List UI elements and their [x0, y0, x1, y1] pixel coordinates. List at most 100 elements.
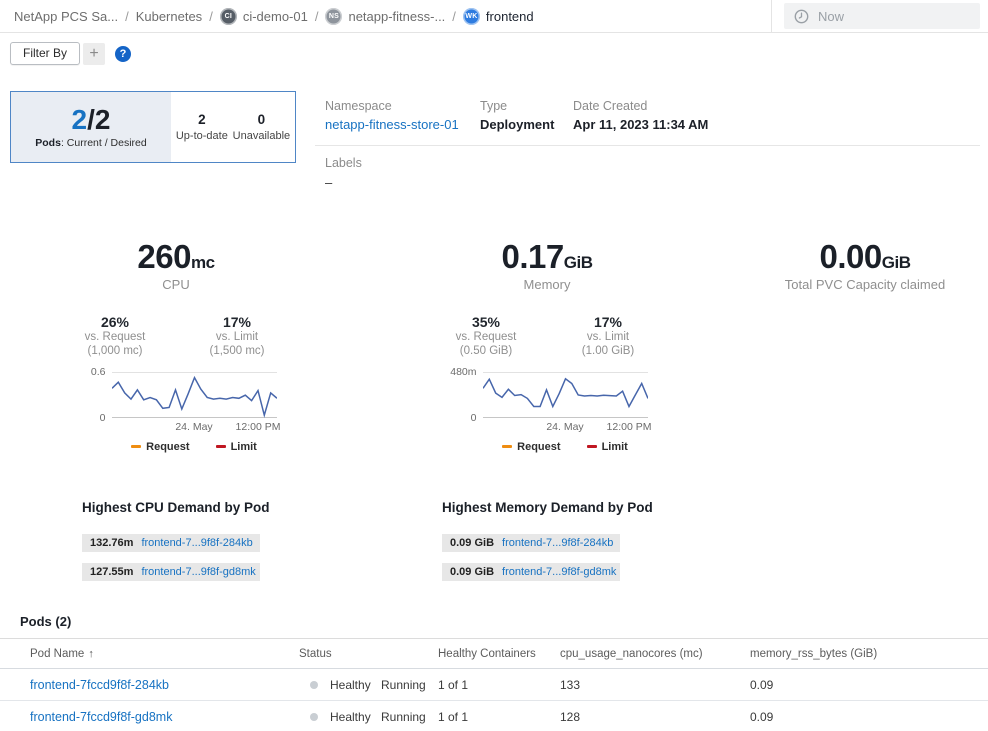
breadcrumb-tenant[interactable]: NetApp PCS Sa... [14, 8, 119, 24]
time-range-selector[interactable]: Now [784, 3, 980, 29]
memory-rss-value: 0.09 [750, 677, 774, 692]
memory-name: Memory [523, 277, 571, 292]
highest-cpu-title: Highest CPU Demand by Pod [82, 500, 270, 515]
memory-demand-bar: 0.09 GiB frontend-7...9f8f-284kb [442, 534, 620, 552]
breadcrumb-kubernetes[interactable]: Kubernetes [135, 8, 203, 24]
breadcrumb-separator: / [125, 8, 129, 24]
request-legend-swatch [131, 445, 142, 449]
labels-label: Labels [325, 156, 362, 170]
breadcrumb-cluster[interactable]: ci-demo-01 [242, 8, 308, 24]
column-header-status[interactable]: Status [299, 647, 332, 660]
memory-xtick-2: 12:00 PM [606, 420, 652, 433]
sort-ascending-icon: ↑ [88, 647, 94, 660]
limit-legend-swatch [586, 445, 597, 449]
memory-ytick-min: 0 [470, 411, 477, 424]
pods-summary-card[interactable]: 2/2 Pods: Current / Desired 2 Up-to-date… [10, 91, 296, 163]
pod-link[interactable]: frontend-7...9f8f-gd8mk [502, 566, 617, 578]
unavailable-label: Unavailable [232, 130, 291, 142]
cpu-usage-line [111, 371, 277, 418]
cpu-value: 260mc [137, 238, 215, 275]
pod-health: Healthy [330, 677, 371, 692]
column-header-cpu-usage[interactable]: cpu_usage_nanocores (mc) [560, 647, 703, 660]
cpu-usage-value: 128 [560, 709, 581, 724]
memory-ytick-max: 480m [450, 365, 477, 378]
pvc-unit: GiB [881, 253, 911, 272]
workload-icon: WK [462, 7, 480, 25]
cpu-legend: Request Limit [112, 441, 277, 453]
breadcrumb: NetApp PCS Sa... / Kubernetes / CI ci-de… [14, 7, 771, 25]
memory-value: 0.17GiB [501, 238, 593, 275]
pods-ratio-caption: Pods: Current / Desired [35, 136, 147, 149]
demand-row: Highest CPU Demand by Pod 132.76m fronte… [0, 500, 988, 581]
details-panel: Namespace netapp-fitness-store-01 Type D… [315, 99, 980, 190]
namespace-link[interactable]: netapp-fitness-store-01 [325, 117, 459, 132]
cpu-xtick-2: 12:00 PM [235, 420, 281, 433]
cpu-metric: 260mc CPU 26% vs. Request (1,000 mc) 17%… [0, 240, 352, 453]
request-legend-label[interactable]: Request [146, 440, 190, 453]
pod-state: Running [381, 709, 426, 724]
help-icon[interactable]: ? [115, 45, 132, 62]
limit-legend-label[interactable]: Limit [601, 440, 628, 453]
pods-counts-panel: 2 Up-to-date 0 Unavailable [171, 92, 295, 162]
up-to-date-stat: 2 Up-to-date [176, 112, 228, 142]
namespace-label: Namespace [325, 99, 392, 113]
pods-current: 2 [71, 103, 88, 135]
clock-icon [794, 9, 809, 23]
labels-field: Labels – [315, 156, 980, 190]
pod-name-link[interactable]: frontend-7fccd9f8f-284kb [30, 677, 169, 692]
highest-memory-title: Highest Memory Demand by Pod [442, 500, 653, 515]
pvc-value: 0.00GiB [819, 238, 911, 275]
pvc-metric: 0.00GiB Total PVC Capacity claimed [742, 240, 988, 453]
pod-link[interactable]: frontend-7...9f8f-284kb [502, 537, 614, 549]
limit-legend-label[interactable]: Limit [230, 440, 257, 453]
cpu-usage-value: 133 [560, 677, 581, 692]
breadcrumb-separator: / [452, 8, 456, 24]
pvc-name: Total PVC Capacity claimed [784, 277, 946, 292]
table-row: frontend-7fccd9f8f-284kb Healthy Running… [0, 669, 988, 701]
cpu-ytick-min: 0 [99, 411, 106, 424]
pods-table-title: Pods (2) [20, 614, 72, 629]
request-legend-swatch [502, 445, 513, 449]
column-header-pod-name[interactable]: Pod Name ↑ [30, 647, 94, 660]
cpu-xtick-1: 24. May [175, 420, 213, 433]
pods-table: Pods (2) Pod Name ↑ Status Healthy Contai… [0, 605, 988, 731]
breadcrumb-namespace[interactable]: netapp-fitness-... [348, 8, 446, 24]
pods-ratio: 2/2 [71, 103, 111, 135]
cpu-chart: 0.6 0 24. May 12:00 PM Request Limit [76, 366, 281, 453]
pod-link[interactable]: frontend-7...9f8f-gd8mk [141, 566, 256, 578]
highest-cpu-demand: Highest CPU Demand by Pod 132.76m fronte… [82, 500, 362, 581]
cpu-demand-bar: 132.76m frontend-7...9f8f-284kb [82, 534, 260, 552]
memory-demand-bar: 0.09 GiB frontend-7...9f8f-gd8mk [442, 563, 620, 581]
cpu-demand-bar: 127.55m frontend-7...9f8f-gd8mk [82, 563, 260, 581]
healthy-containers-value: 1 of 1 [438, 677, 469, 692]
cluster-icon: CI [219, 7, 237, 25]
memory-usage-line [482, 371, 648, 418]
date-created-field: Date Created Apr 11, 2023 11:34 AM [573, 99, 980, 132]
table-divider [0, 638, 988, 639]
pod-name-link[interactable]: frontend-7fccd9f8f-gd8mk [30, 709, 173, 724]
pod-link[interactable]: frontend-7...9f8f-284kb [141, 537, 253, 549]
pod-health: Healthy [330, 709, 371, 724]
memory-vs-limit: 17% vs. Limit (1.00 GiB) [581, 314, 635, 358]
memory-chart: 480m 0 24. May 12:00 PM Request Limit [447, 366, 651, 453]
up-to-date-value: 2 [198, 112, 206, 127]
namespace-icon: NS [325, 7, 343, 25]
metrics-row: 260mc CPU 26% vs. Request (1,000 mc) 17%… [0, 240, 988, 453]
limit-legend-swatch [215, 445, 226, 449]
add-filter-button[interactable]: + [83, 42, 106, 65]
column-header-healthy-containers[interactable]: Healthy Containers [438, 647, 536, 660]
column-header-memory-rss[interactable]: memory_rss_bytes (GiB) [750, 647, 878, 660]
memory-unit: GiB [563, 253, 593, 272]
memory-vs-request: 35% vs. Request (0.50 GiB) [455, 314, 517, 358]
filter-by-button[interactable]: Filter By [10, 42, 81, 65]
cpu-unit: mc [190, 253, 215, 272]
memory-legend: Request Limit [483, 441, 648, 453]
filter-bar: Filter By + ? [10, 42, 132, 65]
breadcrumb-separator: / [209, 8, 213, 24]
request-legend-label[interactable]: Request [517, 440, 561, 453]
type-field: Type Deployment [480, 99, 573, 132]
up-to-date-label: Up-to-date [175, 130, 228, 142]
date-created-label: Date Created [573, 99, 648, 113]
healthy-containers-value: 1 of 1 [438, 709, 469, 724]
